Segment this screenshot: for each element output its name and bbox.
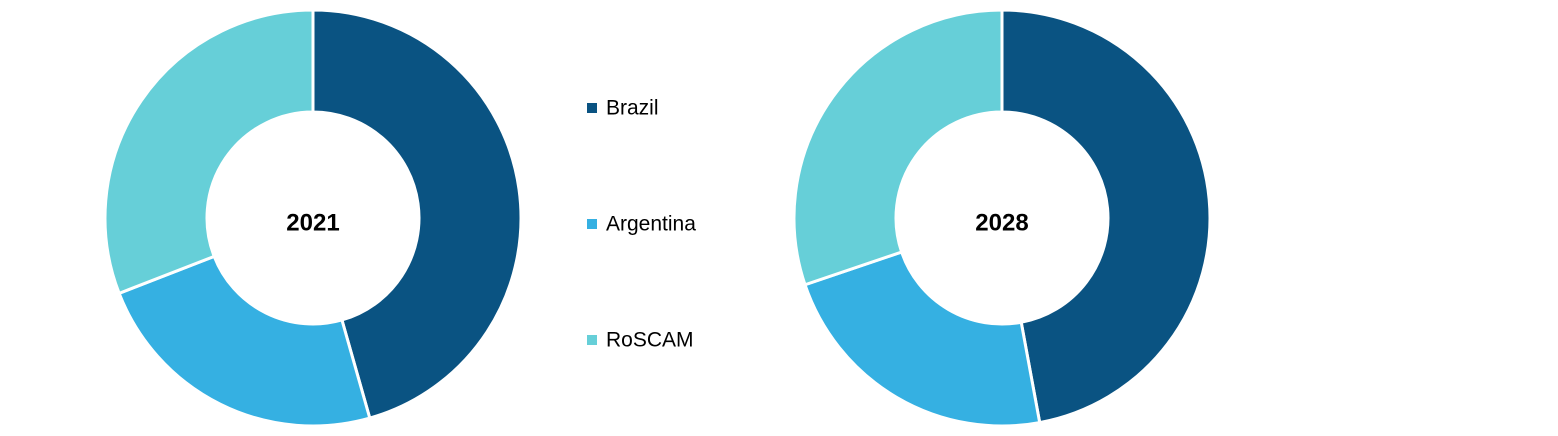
donut-title: 2028 — [975, 209, 1028, 236]
legend-label: Brazil — [606, 97, 659, 120]
donut-slice — [117, 254, 372, 428]
donut-slice — [792, 8, 1004, 287]
legend-swatch — [587, 103, 597, 113]
legend-label: Argentina — [606, 213, 696, 236]
legend-label: RoSCAM — [606, 329, 694, 352]
donut-slice — [311, 8, 523, 420]
legend-swatch — [587, 219, 597, 229]
legend-swatch — [587, 335, 597, 345]
donut-slice — [103, 8, 315, 296]
donut-slice — [803, 250, 1042, 428]
donut-slice — [1000, 8, 1212, 425]
donut-title: 2021 — [286, 209, 339, 236]
